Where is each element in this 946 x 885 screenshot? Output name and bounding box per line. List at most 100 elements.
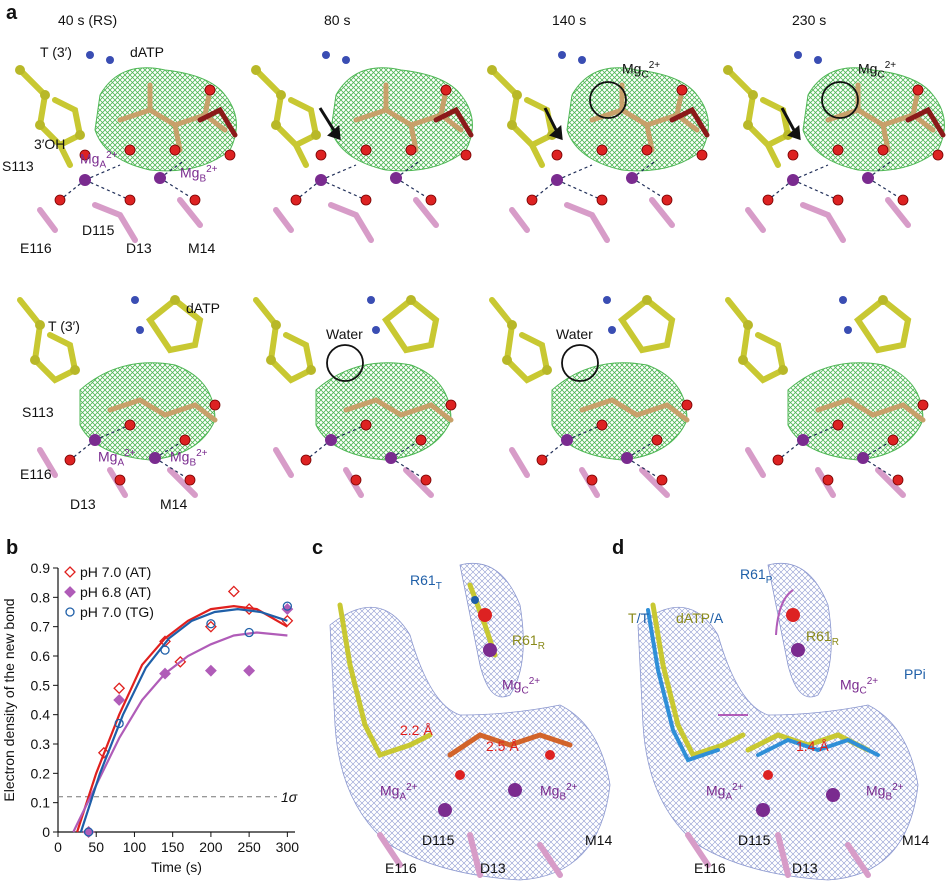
molecule-top-row [15, 51, 238, 243]
label-water: Water [326, 326, 363, 342]
data-point [282, 601, 293, 611]
data-point [113, 682, 126, 695]
label-e116: E116 [20, 466, 52, 482]
legend-label: pH 6.8 (AT) [80, 584, 151, 600]
threshold-label: 1σ [281, 789, 298, 805]
label-mg-b: MgB2+ [170, 448, 208, 469]
label-r61t: R61T [410, 572, 442, 592]
y-tick-label: 0.1 [31, 795, 51, 811]
label-d13: D13 [126, 240, 152, 256]
series-curve [72, 631, 288, 833]
label-template: T (3′) [48, 318, 80, 334]
panel-a-structures [15, 0, 946, 498]
label-mg-a: MgA2+ [98, 448, 136, 469]
data-point [83, 827, 94, 837]
label-mg-b: MgB2+ [180, 164, 218, 185]
label-d115: D115 [738, 832, 771, 848]
data-point [243, 664, 256, 677]
y-tick-label: 0.7 [31, 619, 51, 635]
label-3oh: 3′OH [34, 136, 66, 152]
label-ppi: PPi [904, 666, 926, 682]
label-d115: D115 [82, 222, 115, 238]
panel-d-structure [637, 563, 919, 881]
x-axis-label: Time (s) [151, 859, 202, 875]
label-r61r: R61R [512, 632, 545, 652]
legend-label: pH 7.0 (TG) [80, 604, 154, 620]
legend-marker [64, 586, 76, 598]
panel-letter-a: a [6, 2, 18, 24]
data-point [204, 664, 217, 677]
label-water: Water [556, 326, 593, 342]
y-tick-label: 0.3 [31, 736, 51, 752]
timepoint-label: 40 s (RS) [58, 12, 118, 28]
label-d13: D13 [70, 496, 96, 512]
label-datp: dATP [130, 44, 164, 60]
label-d115: D115 [422, 832, 455, 848]
series-curve [79, 607, 288, 833]
y-tick-label: 0.5 [31, 677, 51, 693]
label-s113: S113 [2, 158, 34, 174]
label-distance-2-5: 2.5 Å [486, 738, 519, 754]
y-axis-label: Electron density of the new bond [1, 598, 17, 801]
timepoint-label: 230 s [792, 12, 827, 28]
label-d13: D13 [792, 860, 818, 876]
x-tick-label: 0 [54, 839, 62, 855]
label-mg-a: MgA2+ [380, 782, 418, 803]
data-point [113, 694, 126, 706]
data-point [243, 603, 256, 615]
label-distance-2-2: 2.2 Å [400, 722, 433, 738]
y-tick-label: 0.9 [31, 560, 51, 576]
label-m14: M14 [188, 240, 216, 256]
y-tick-label: 0.6 [31, 648, 51, 664]
timepoint-label: 80 s [324, 12, 351, 28]
label-m14: M14 [160, 496, 188, 512]
label-e116: E116 [20, 240, 52, 256]
panel-letter-c: c [312, 537, 324, 559]
label-distance-1-4: 1.4 Å [796, 738, 829, 754]
x-tick-label: 200 [199, 839, 223, 855]
x-tick-label: 300 [276, 839, 300, 855]
label-mg-c: MgC2+ [622, 60, 661, 81]
y-tick-label: 0.8 [31, 589, 51, 605]
label-mg-a: MgA2+ [80, 150, 118, 171]
molecule-bottom-row [17, 295, 221, 498]
panel-c-structure [329, 563, 611, 881]
label-mg-c: MgC2+ [840, 676, 879, 697]
panel-letter-d: d [612, 537, 625, 559]
x-tick-label: 100 [123, 839, 147, 855]
x-tick-label: 50 [88, 839, 104, 855]
label-d13: D13 [480, 860, 506, 876]
timepoint-label: 140 s [552, 12, 587, 28]
label-e116: E116 [385, 860, 417, 876]
x-tick-label: 250 [237, 839, 261, 855]
label-mg-a: MgA2+ [706, 782, 744, 803]
panel-b-chart: 0 50 100 150 200 250 300 0 0.1 0.2 0.3 0.4 0.5 0.6 0.7… [1, 560, 300, 875]
label-m14: M14 [902, 832, 930, 848]
y-tick-label: 0 [42, 824, 50, 840]
data-point [114, 718, 124, 729]
data-point [244, 627, 254, 638]
label-datp: dATP [186, 300, 220, 316]
series-curve [76, 604, 288, 833]
data-point [159, 667, 171, 680]
legend-marker [64, 566, 76, 578]
label-mg-b: MgB2+ [866, 782, 904, 803]
label-r61r: R61R [806, 628, 839, 648]
legend-label: pH 7.0 (AT) [80, 564, 151, 580]
y-tick-label: 0.4 [31, 707, 51, 723]
label-datp-a: dATP/A [676, 610, 724, 626]
data-point [227, 585, 240, 598]
data-point [206, 619, 216, 629]
label-r61p: R61P [740, 566, 773, 586]
data-point [160, 645, 170, 655]
y-tick-label: 0.2 [31, 765, 51, 781]
label-mg-c: MgC2+ [502, 676, 541, 697]
data-point [97, 746, 110, 759]
label-mg-c: MgC2+ [858, 60, 897, 81]
legend-marker [65, 607, 75, 617]
label-m14: M14 [585, 832, 613, 848]
label-mg-b: MgB2+ [540, 782, 578, 803]
panel-letter-b: b [6, 537, 19, 559]
label-e116: E116 [694, 860, 726, 876]
label-s113: S113 [22, 404, 54, 420]
